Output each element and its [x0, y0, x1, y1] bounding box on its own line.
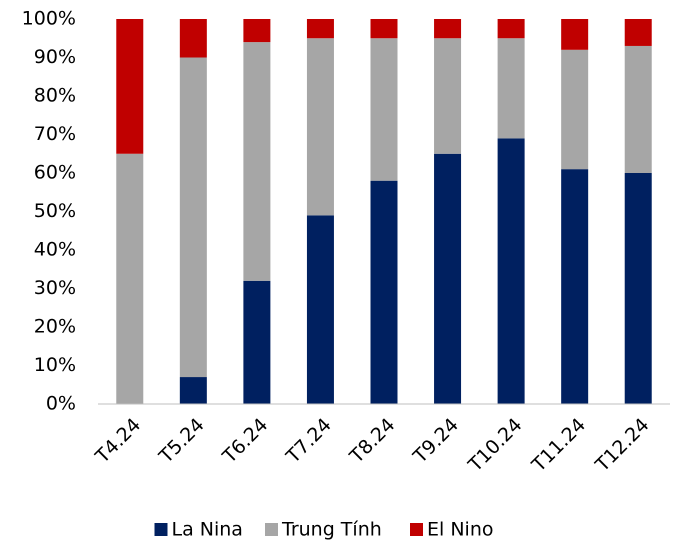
bar-segment — [624, 45, 652, 174]
bar-segment — [561, 169, 589, 404]
bar-segment — [243, 280, 271, 404]
y-tick-label: 20% — [34, 316, 76, 338]
bar-segment — [561, 19, 589, 50]
x-tick-label: T6.24 — [218, 414, 272, 468]
bar-segment — [497, 19, 525, 39]
legend-label: La Nina — [172, 519, 243, 541]
x-tick-label: T5.24 — [154, 414, 208, 468]
y-tick-label: 10% — [34, 354, 76, 376]
x-tick-label: T8.24 — [345, 414, 399, 468]
bar-segment — [434, 38, 462, 154]
bar-segment — [370, 38, 398, 181]
bar-segment — [306, 38, 334, 216]
bar-segment — [497, 38, 525, 139]
y-tick-label: 50% — [34, 200, 76, 222]
bar-segment — [179, 19, 207, 58]
x-tick-label: T11.24 — [527, 414, 590, 477]
y-tick-label: 80% — [34, 85, 76, 107]
y-tick-label: 30% — [34, 277, 76, 299]
bar-segment — [306, 19, 334, 39]
bar-segment — [306, 215, 334, 404]
x-tick-label: T4.24 — [91, 414, 145, 468]
bar-segment — [179, 377, 207, 404]
legend-swatch — [410, 523, 423, 536]
bar-segment — [179, 57, 207, 378]
legend-label: Trung Tính — [281, 519, 382, 541]
bar-segment — [624, 173, 652, 404]
x-tick-label: T7.24 — [281, 414, 335, 468]
y-tick-label: 70% — [34, 123, 76, 145]
bar-segment — [243, 42, 271, 281]
x-tick-label: T10.24 — [464, 414, 527, 477]
bar-segment — [243, 19, 271, 43]
x-tick-label: T9.24 — [409, 414, 463, 468]
y-tick-label: 40% — [34, 239, 76, 261]
legend-label: El Nino — [427, 519, 493, 541]
bar-segment — [116, 153, 144, 404]
bar-segment — [370, 19, 398, 39]
bar-segment — [561, 49, 589, 170]
legend-swatch — [265, 523, 278, 536]
bar-segment — [624, 19, 652, 46]
bar-segment — [370, 180, 398, 404]
y-tick-label: 60% — [34, 162, 76, 184]
y-tick-label: 90% — [34, 46, 76, 68]
y-tick-label: 100% — [22, 8, 76, 30]
bar-segment — [434, 19, 462, 39]
y-tick-label: 0% — [46, 393, 76, 415]
bar-segment — [434, 153, 462, 404]
x-tick-label: T12.24 — [591, 414, 654, 477]
bar-segment — [116, 19, 144, 154]
bar-segment — [497, 138, 525, 404]
legend-swatch — [154, 523, 168, 536]
